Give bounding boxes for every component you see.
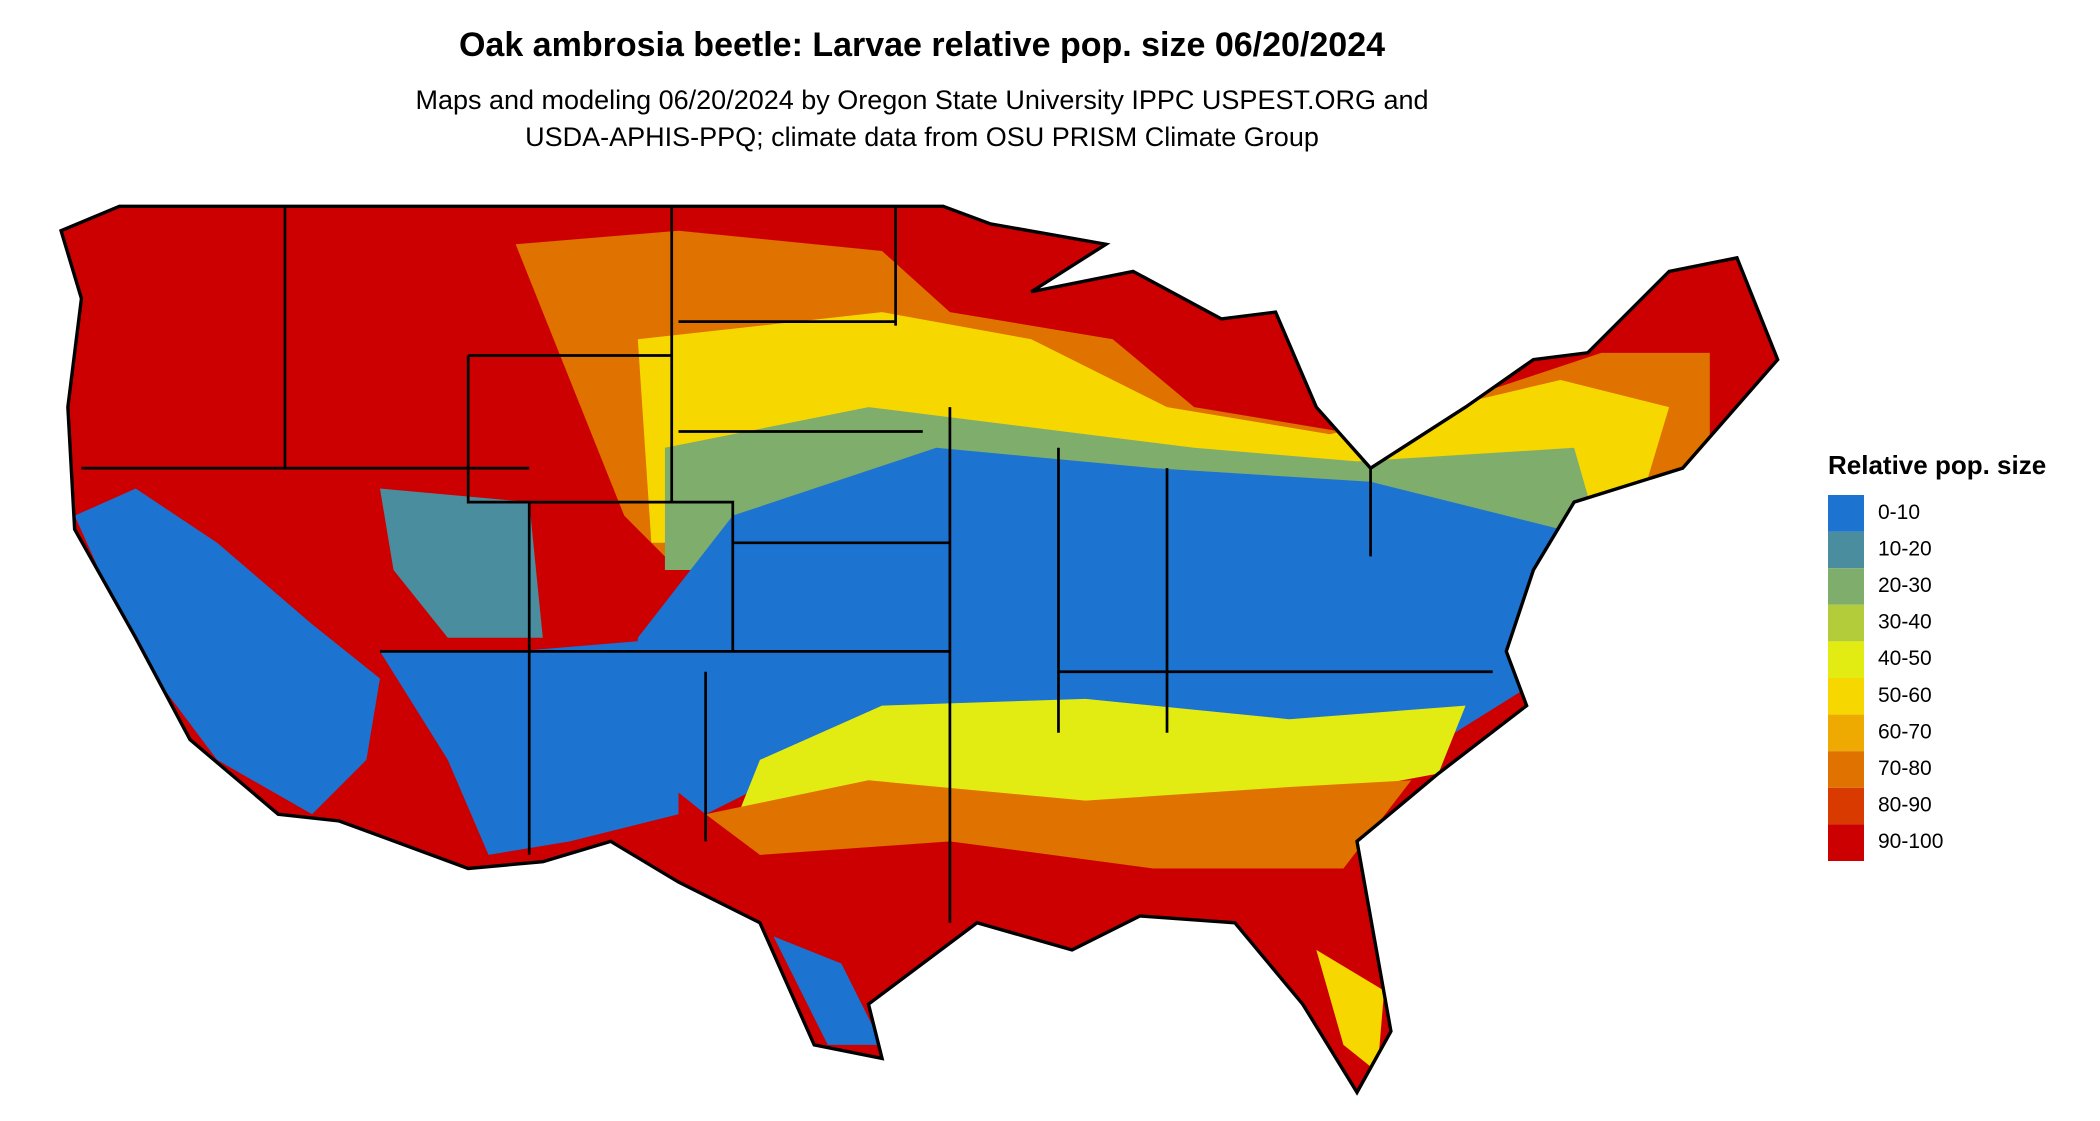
subtitle: USDA-APHIS-PPQ; climate data from OSU PR… (525, 122, 1319, 152)
legend-swatch (1828, 568, 1864, 605)
region (1316, 949, 1385, 1073)
legend-swatch (1828, 714, 1864, 752)
region (74, 488, 380, 815)
legend-swatch (1828, 751, 1864, 788)
title: Oak ambrosia beetle: Larvae relative pop… (459, 26, 1385, 64)
legend-swatch (1828, 678, 1864, 715)
legend-label: 40-50 (1878, 647, 1932, 670)
subtitle: Maps and modeling 06/20/2024 by Oregon S… (415, 85, 1428, 115)
legend-label: 60-70 (1878, 720, 1932, 743)
legend-label: 50-60 (1878, 684, 1932, 707)
legend-label: 0-10 (1878, 501, 1920, 524)
legend-title: Relative pop. size (1828, 450, 2046, 480)
legend-label: 80-90 (1878, 794, 1932, 817)
legend-label: 20-30 (1878, 574, 1932, 597)
legend-swatch (1828, 641, 1864, 678)
border (59, 204, 1780, 1096)
legend-label: 70-80 (1878, 757, 1932, 780)
legend-label: 90-100 (1878, 830, 1943, 853)
legend-swatch (1828, 824, 1864, 861)
state-lines (81, 206, 1493, 923)
legend-label: 10-20 (1878, 537, 1932, 560)
legend-swatch (1828, 787, 1864, 825)
legend: 0-10 10-20 20-30 30-40 40-50 50-60 60-70 70-80 8… (1828, 495, 1943, 861)
legend-swatch (1828, 604, 1864, 642)
region (773, 936, 883, 1045)
legend-swatch (1828, 495, 1864, 532)
region (379, 488, 543, 638)
region (705, 780, 1412, 869)
map (59, 204, 1780, 1096)
legend-label: 30-40 (1878, 611, 1932, 634)
legend-swatch (1828, 531, 1864, 569)
